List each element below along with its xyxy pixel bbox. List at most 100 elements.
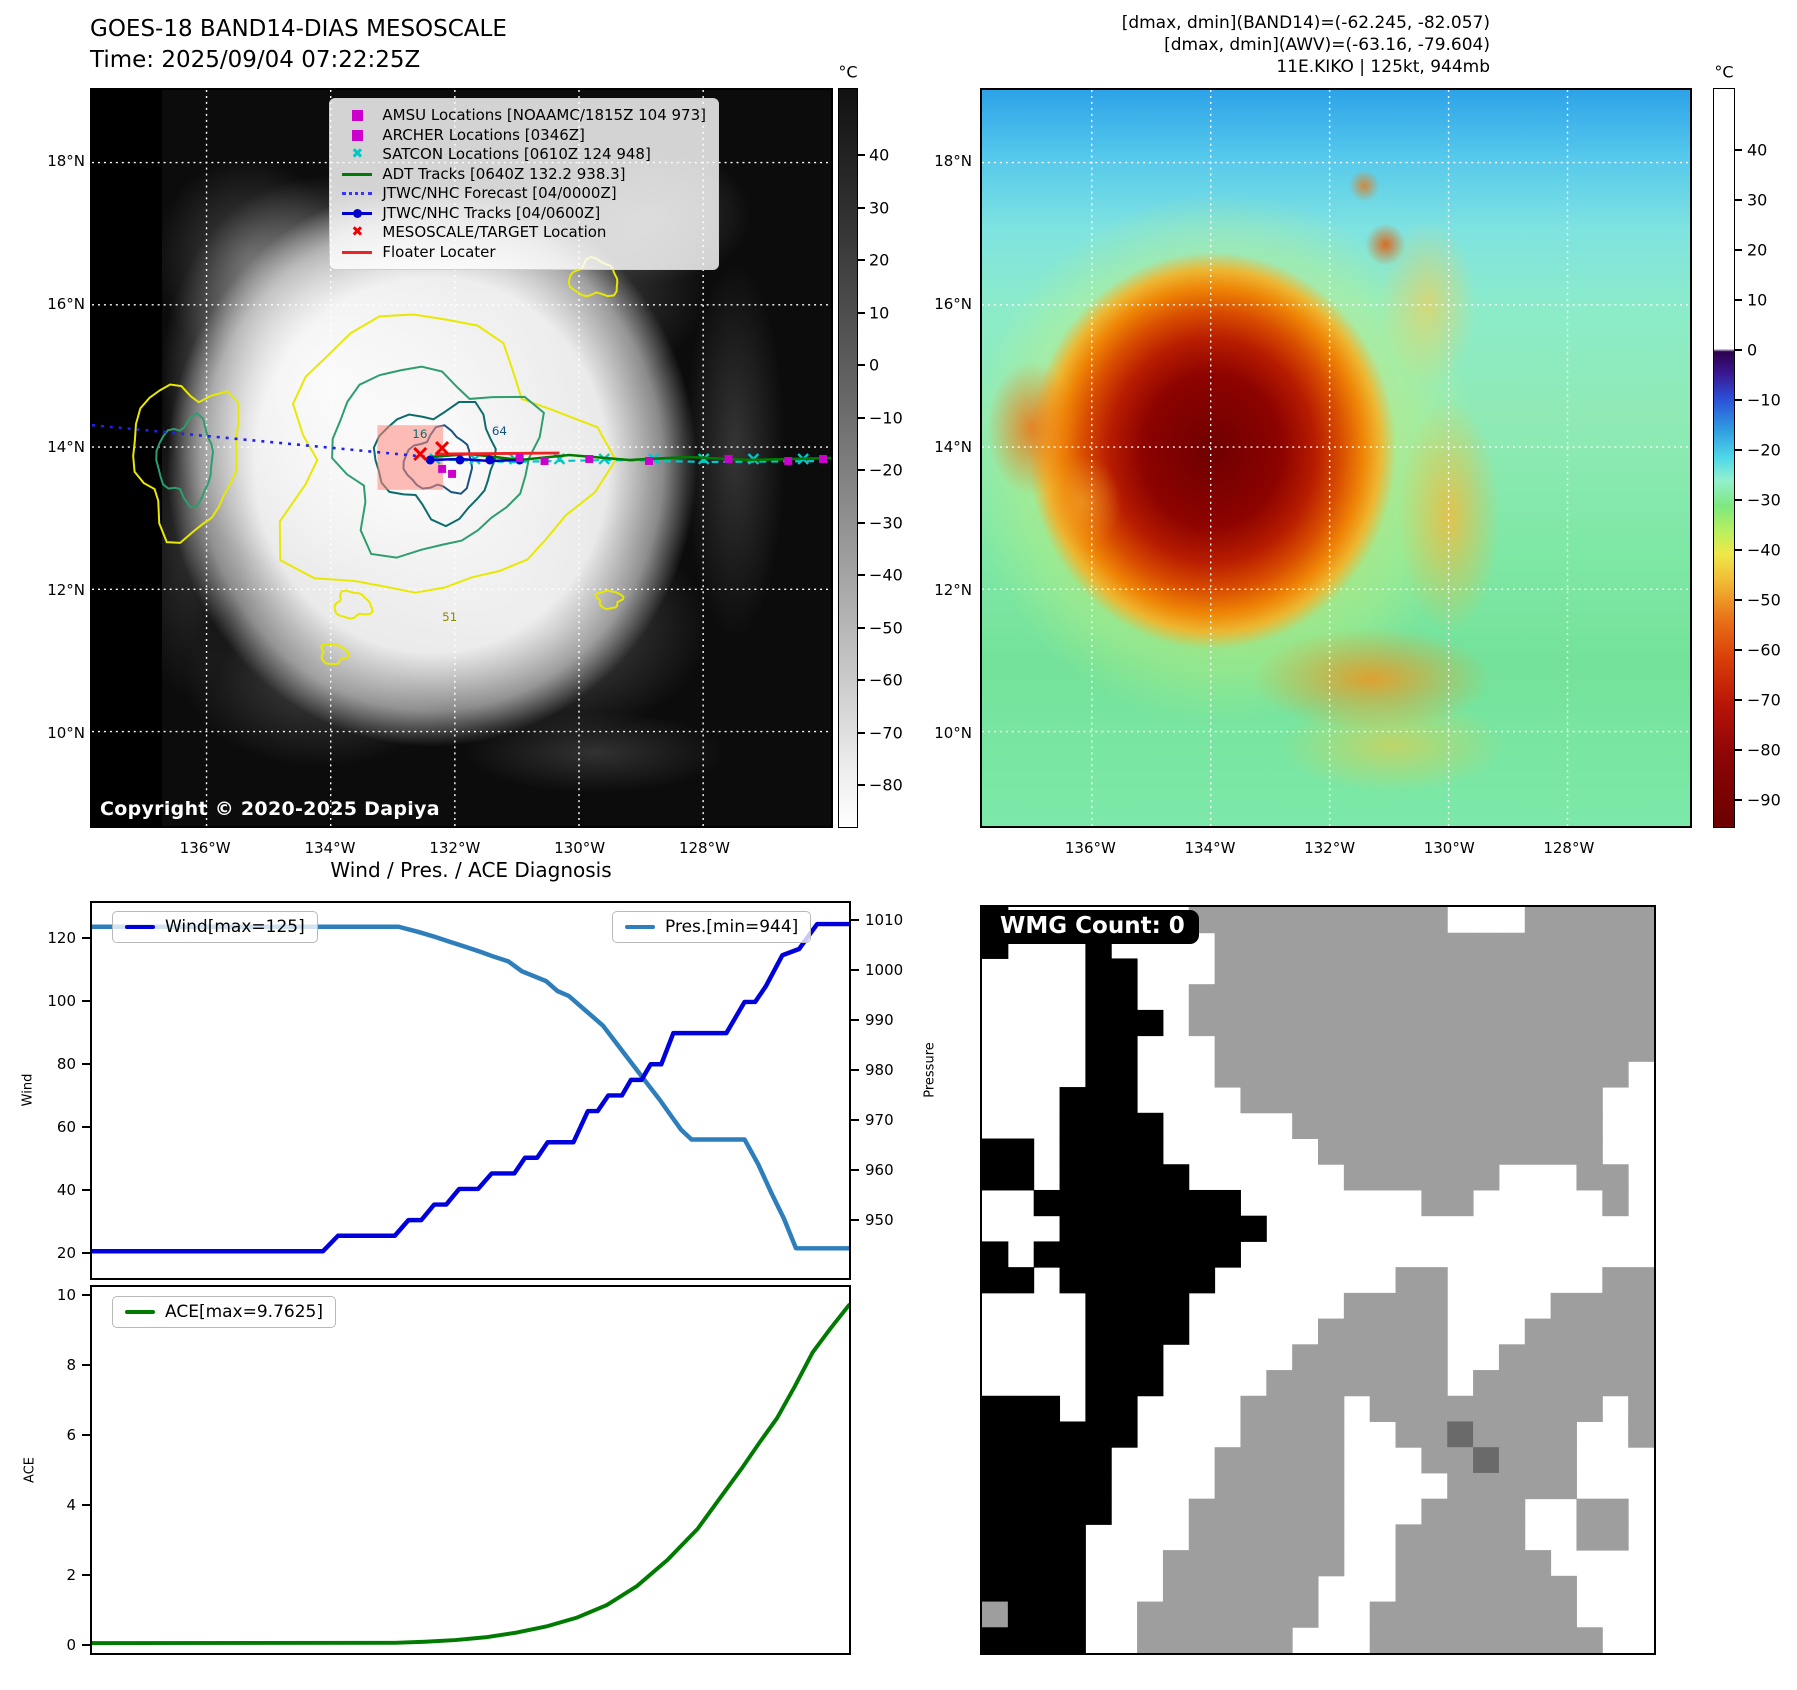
wmg-cell [1395,1575,1422,1603]
wmg-cell [1602,1189,1629,1217]
wmg-cell [1214,1472,1241,1500]
wmg-cell [1447,1627,1474,1653]
wmg-cell [1059,1189,1086,1217]
wmg-cell [1111,1318,1138,1345]
wmg-cell [1524,1087,1552,1114]
wmg-cell [1447,1164,1474,1191]
wind-tick-label: 80 [56,1055,76,1073]
amsu-archer-marker [438,464,447,473]
wmg-cell [1447,1498,1474,1525]
wmg-cell [1498,1627,1526,1653]
wmg-cell [1524,1370,1552,1397]
wmg-cell [1524,1395,1552,1422]
wmg-cell [1395,1318,1422,1345]
wmg-cell [1447,1189,1474,1217]
wmg-cell [1292,1601,1319,1628]
wmg-cell [1550,1035,1577,1062]
wmg-cell [1498,1112,1526,1140]
wmg-cell [1292,1112,1319,1140]
wmg-cell [1240,1524,1267,1551]
wmg-cell [1628,958,1654,985]
wmg-cell [1188,1524,1216,1551]
wmg-cell [982,1601,1009,1628]
wmg-cell [1318,1344,1345,1371]
wmg-cell [1266,1524,1293,1551]
wmg-cell [1421,1112,1448,1140]
page-title: GOES-18 BAND14-DIAS MESOSCALE [90,16,507,42]
wmg-cell [1576,1370,1603,1397]
wmg-cell [1524,1575,1552,1603]
wmg-cell [1473,1601,1500,1628]
wmg-cell [1473,958,1500,985]
wind-tick-label: 120 [47,929,76,947]
wmg-cell [1628,1035,1654,1062]
tick-mark [1735,499,1742,501]
legend-item-label: MESOSCALE/TARGET Location [382,223,607,241]
legend-item: ✖ SATCON Locations [0610Z 124 948] [340,145,706,165]
colorbar-tick-label: 0 [869,355,880,375]
wmg-cell [1473,1472,1500,1500]
right-header: [dmax, dmin](BAND14)=(-62.245, -82.057) … [1122,12,1490,78]
colorbar-tick-label: −30 [869,513,903,532]
tick-mark [851,1069,859,1071]
tick-mark [82,1294,90,1296]
wmg-cell [1550,1318,1577,1345]
wmg-cell [1033,1189,1061,1217]
colorbar-tick-label: −50 [1747,590,1781,610]
x-marker-icon: ✖ [351,146,364,162]
wmg-cell [1214,907,1241,934]
tick-mark [858,154,865,156]
wmg-cell [1059,1087,1086,1114]
wmg-cell [1162,1550,1190,1577]
wmg-cell [1447,958,1474,985]
pressure-tick-label: 970 [865,1111,894,1129]
lon-tick-label: 136°W [179,839,231,857]
wmg-cell [1007,1524,1035,1551]
tick-mark [82,1063,90,1065]
wmg-cell [1292,1035,1319,1062]
wmg-cell [1111,1292,1138,1320]
lon-tick-label: 132°W [429,839,481,857]
wmg-cell [1343,984,1371,1011]
wmg-cell [1266,1575,1293,1603]
legend-item-label: JTWC/NHC Tracks [04/0600Z] [382,203,601,222]
wmg-cell [1111,1267,1138,1294]
wmg-cell [1266,1061,1293,1088]
wmg-cell [1007,1472,1035,1500]
wmg-cell [1576,1395,1603,1422]
legend-item: JTWC/NHC Tracks [04/0600Z] [340,204,706,224]
tick-mark [1735,449,1742,451]
wmg-cell [1524,1550,1552,1577]
tick-mark [82,1126,90,1128]
wmg-cell [1111,1112,1138,1140]
wmg-cell [1395,1267,1422,1294]
wmg-cell [1033,1601,1061,1628]
wmg-cell [1421,1061,1448,1088]
dmax-dmin-awv: [dmax, dmin](AWV)=(-63.16, -79.604) [1164,35,1490,56]
wmg-cell [1266,932,1293,959]
wmg-cell [1137,1215,1164,1242]
legend-item-label: ARCHER Locations [0346Z] [382,125,585,144]
lon-tick-label: 134°W [304,839,356,857]
wmg-cell [1085,1112,1112,1140]
wmg-cell [1240,1575,1267,1603]
wind-tick-label: 100 [47,992,76,1010]
wmg-cell [1085,1035,1112,1062]
wmg-cell [1473,1035,1500,1062]
wmg-cell [1473,984,1500,1011]
wmg-cell [1085,1421,1112,1448]
wind-legend-label: Wind[max=125] [165,917,305,937]
wmg-cell [1188,1189,1216,1217]
wmg-cell [982,1498,1009,1525]
tick-mark [82,1504,90,1506]
wmg-cell [1576,1061,1603,1088]
wmg-cell [1395,1009,1422,1037]
mesoscale-target-x [413,446,428,462]
tick-mark [851,1119,859,1121]
wmg-cell [1137,1370,1164,1397]
tick-mark [82,1574,90,1576]
wmg-cell [1550,1009,1577,1037]
wmg-cell [1550,1627,1577,1653]
amsu-archer-marker [515,454,524,462]
colorbar-tick-label: −70 [869,723,903,742]
